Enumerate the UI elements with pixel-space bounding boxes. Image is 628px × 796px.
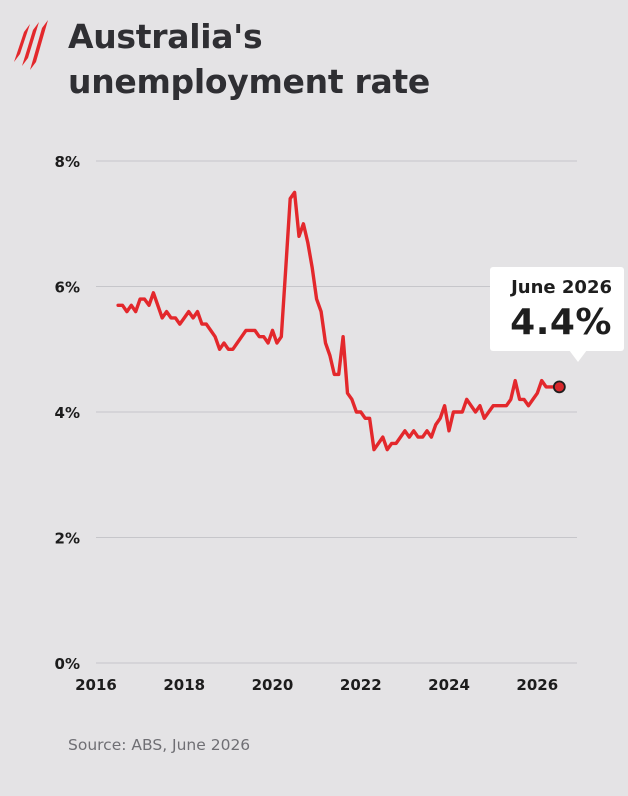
chart-title: Australia's unemployment rate: [68, 14, 430, 104]
y-tick-label: 8%: [55, 153, 80, 171]
callout-pointer: [569, 350, 587, 362]
x-tick-label: 2026: [516, 676, 558, 694]
latest-data-point: [552, 380, 566, 394]
x-tick-label: 2020: [252, 676, 294, 694]
x-tick-label: 2016: [75, 676, 117, 694]
y-tick-label: 4%: [55, 404, 80, 422]
x-tick-label: 2018: [163, 676, 205, 694]
y-tick-label: 6%: [55, 279, 80, 297]
callout-date: June 2026: [511, 277, 612, 298]
line-chart: 0% 2% 4% 6% 8% 2016 2018 2020 2022 2024 2026: [55, 153, 577, 694]
latest-value-callout: June 2026 4.4%: [490, 267, 624, 351]
x-tick-label: 2024: [428, 676, 470, 694]
chart-title-line-2: unemployment rate: [68, 62, 430, 101]
chart-title-line-1: Australia's: [68, 17, 263, 56]
sbs-logo-icon: [14, 20, 48, 70]
source-note: Source: ABS, June 2026: [68, 736, 251, 754]
callout-value: 4.4%: [510, 302, 612, 343]
chart-grid: [96, 160, 577, 664]
y-tick-label: 2%: [55, 530, 80, 548]
y-axis-ticks: 0% 2% 4% 6% 8%: [55, 153, 80, 673]
y-tick-label: 0%: [55, 655, 80, 673]
unemployment-rate-line: [116, 190, 561, 452]
x-axis-ticks: 2016 2018 2020 2022 2024 2026: [75, 676, 558, 694]
x-tick-label: 2022: [340, 676, 382, 694]
